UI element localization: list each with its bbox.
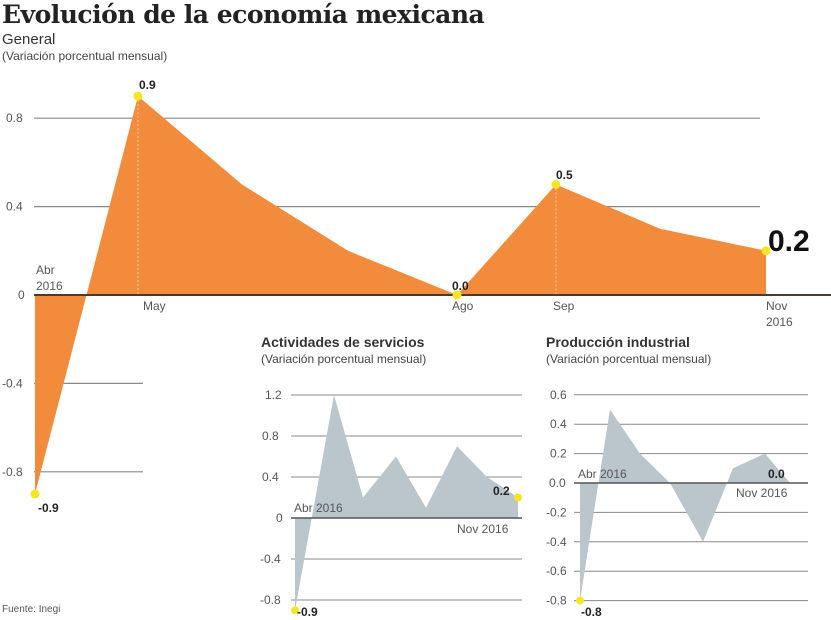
y-tick-label: -0.8 xyxy=(2,465,23,479)
main-chart-title: General xyxy=(2,31,56,48)
data-point-marker xyxy=(576,596,584,605)
y-tick-label: 0.8 xyxy=(262,429,279,443)
data-label: -0.9 xyxy=(38,501,59,515)
x-axis-label: May xyxy=(143,299,166,313)
x-axis-end-label: Nov 2016 xyxy=(736,486,788,500)
y-tick-label: 0.4 xyxy=(262,470,279,484)
services-area xyxy=(295,395,518,611)
x-axis-label: Nov xyxy=(766,299,787,313)
y-tick-label: -0.6 xyxy=(546,564,567,578)
data-label: -0.8 xyxy=(581,605,602,619)
data-label: 0.0 xyxy=(768,467,785,481)
y-tick-label: 0.8 xyxy=(6,111,23,125)
data-point-marker xyxy=(133,91,143,101)
x-axis-end-label: Nov 2016 xyxy=(457,522,509,536)
page-title: Evolución de la economía mexicana xyxy=(2,0,485,29)
data-point-marker xyxy=(291,606,299,615)
x-axis-label: 2016 xyxy=(36,279,63,293)
y-tick-label: 0.6 xyxy=(550,388,567,402)
data-label: -0.9 xyxy=(297,605,318,619)
data-point-marker xyxy=(30,489,40,499)
industry-chart-title: Producción industrial xyxy=(546,334,690,350)
y-tick-label: -0.8 xyxy=(260,593,281,607)
y-tick-label: -0.4 xyxy=(260,552,281,566)
x-axis-start-label: Abr 2016 xyxy=(294,501,343,515)
services-chart-title: Actividades de servicios xyxy=(261,334,425,350)
data-point-marker xyxy=(761,246,771,256)
x-axis-start-label: Abr 2016 xyxy=(578,467,627,481)
data-label: 0.2 xyxy=(493,484,510,498)
x-axis-label: Abr xyxy=(36,263,55,277)
data-point-marker xyxy=(514,493,522,502)
x-axis-label: Ago xyxy=(452,299,474,313)
data-point-marker xyxy=(551,180,561,189)
y-tick-label: -0.4 xyxy=(546,535,567,549)
industry-chart-unit: (Variación porcentual mensual) xyxy=(546,352,712,366)
data-label: 0.2 xyxy=(768,225,810,258)
y-tick-label: 0.4 xyxy=(550,417,567,431)
data-label: 0.5 xyxy=(556,168,573,182)
industry-area xyxy=(580,409,790,601)
services-chart-unit: (Variación porcentual mensual) xyxy=(261,352,427,366)
y-tick-label: -0.4 xyxy=(2,376,23,390)
y-tick-label: 0 xyxy=(18,288,25,302)
y-tick-label: 0.0 xyxy=(549,476,566,490)
x-axis-label: Sep xyxy=(553,299,575,313)
data-label: 0.9 xyxy=(139,78,156,92)
source-note: Fuente: Inegi xyxy=(2,604,61,615)
y-tick-label: 0.4 xyxy=(6,200,23,214)
y-tick-label: 0 xyxy=(276,511,283,525)
y-tick-label: -0.8 xyxy=(546,594,567,608)
y-tick-label: 1.2 xyxy=(265,388,282,402)
y-tick-label: -0.2 xyxy=(546,505,567,519)
data-label: 0.0 xyxy=(452,279,469,293)
main-chart-unit: (Variación porcentual mensual) xyxy=(2,49,168,63)
x-axis-label: 2016 xyxy=(766,315,793,329)
y-tick-label: 0.2 xyxy=(550,447,567,461)
data-point-marker xyxy=(452,290,462,300)
